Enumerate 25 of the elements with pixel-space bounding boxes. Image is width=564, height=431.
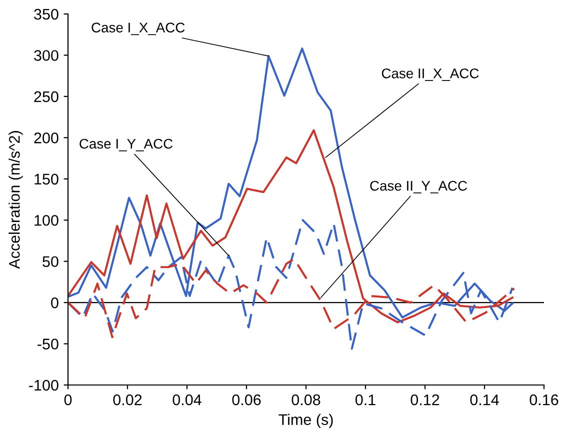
x-tick-label: 0.04 [172, 394, 202, 406]
annotation: Case II_Y_ACC [370, 180, 467, 194]
x-tick-label: 0.08 [292, 394, 320, 406]
y-tick-label: 150 [34, 174, 58, 185]
y-tick-label: 100 [34, 214, 58, 226]
x-tick-label: 0.16 [530, 394, 558, 406]
y-axis-title: Acceleration (m/s^2) [8, 131, 23, 269]
y-tick-label: -50 [38, 338, 58, 350]
x-tick-label: 0.1 [355, 394, 376, 406]
x-tick-label: 0.02 [113, 394, 142, 406]
y-tick-label: 300 [34, 50, 58, 61]
annotation: Case II_X_ACC [382, 68, 479, 81]
annotation: Case I_X_ACC [92, 22, 185, 36]
y-tick-label: -100 [29, 380, 58, 391]
x-tick-label: 0 [64, 394, 72, 406]
y-tick-label: 350 [34, 8, 58, 20]
annotation: Case I_Y_ACC [80, 138, 173, 152]
x-tick-label: 0.06 [232, 394, 261, 406]
y-tick-label: 200 [34, 132, 58, 144]
y-tick-label: 250 [34, 91, 58, 102]
y-tick-label: 0 [51, 297, 58, 308]
x-tick-label: 0.12 [410, 394, 440, 406]
x-tick-label: 0.14 [470, 394, 499, 406]
x-axis-title: Time (s) [278, 414, 333, 428]
y-tick-label: 50 [42, 256, 58, 268]
